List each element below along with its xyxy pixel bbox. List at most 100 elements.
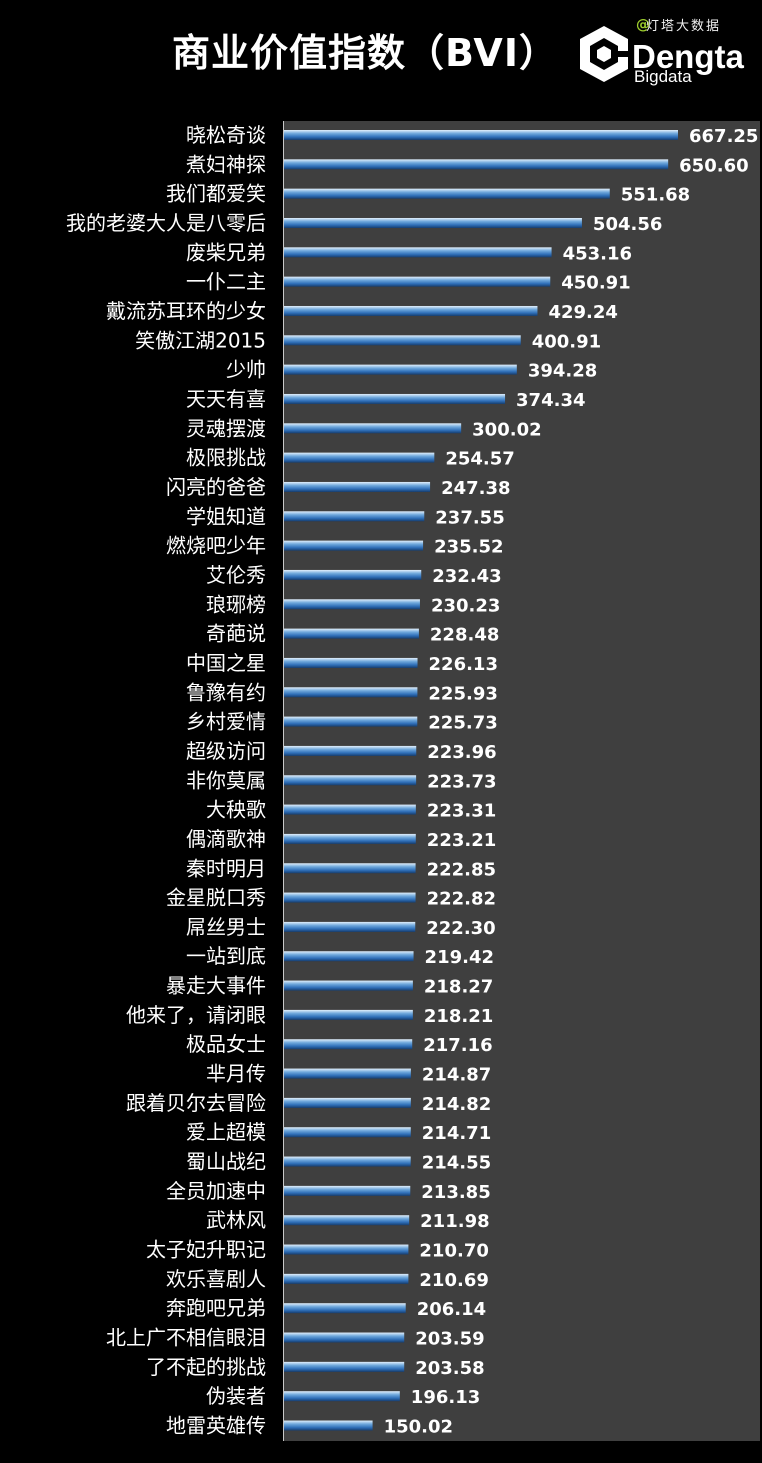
value-label: 206.14 [417, 1299, 486, 1320]
bar [284, 980, 413, 991]
value-labels-group: 667.25 650.60 551.68 504.56 453.16 450.91 429.… [384, 126, 759, 1438]
category-label: 了不起的挑战 [146, 1355, 266, 1379]
value-label: 223.73 [427, 771, 496, 792]
bar [284, 745, 417, 756]
bars-group [284, 130, 678, 1431]
category-label: 地雷英雄传 [166, 1414, 266, 1438]
bar [284, 364, 517, 375]
value-label: 300.02 [472, 419, 541, 440]
cube-logo-icon [580, 26, 628, 82]
category-label: 暴走大事件 [166, 974, 266, 998]
logo-subtitle: Bigdata [634, 67, 692, 86]
bar [284, 1361, 405, 1372]
bar [284, 1420, 373, 1431]
bar [284, 276, 551, 287]
category-label: 跟着贝尔去冒险 [126, 1091, 266, 1115]
bar [284, 188, 610, 199]
value-label: 223.31 [427, 801, 496, 822]
category-label: 学姐知道 [186, 504, 266, 528]
category-label: 中国之星 [186, 651, 266, 675]
bar [284, 599, 420, 610]
value-label: 222.82 [427, 889, 496, 910]
category-label: 极限挑战 [186, 446, 266, 470]
category-label: 全员加速中 [166, 1179, 266, 1203]
category-label: 少帅 [226, 358, 266, 382]
bar [284, 569, 422, 580]
value-label: 213.85 [421, 1182, 490, 1203]
bar [284, 1391, 400, 1402]
value-label: 650.60 [679, 155, 748, 176]
value-label: 219.42 [425, 947, 494, 968]
value-label: 232.43 [432, 566, 501, 587]
category-label: 废柴兄弟 [186, 240, 266, 264]
category-label: 欢乐喜剧人 [166, 1267, 266, 1291]
category-label: 琅琊榜 [206, 592, 266, 616]
bar [284, 130, 678, 140]
category-label: 戴流苏耳环的少女 [106, 299, 266, 323]
category-label: 一站到底 [186, 944, 266, 968]
bar [284, 1215, 410, 1226]
value-label: 254.57 [445, 449, 514, 470]
bar [284, 159, 669, 170]
bar [284, 1332, 405, 1343]
value-label: 230.23 [431, 595, 500, 616]
value-label: 210.70 [419, 1241, 488, 1262]
category-label: 极品女士 [186, 1032, 266, 1056]
dengta-logo: @ 灯塔大数据 Dengta Bigdata [574, 14, 760, 94]
category-label: 天天有喜 [186, 387, 266, 411]
logo-watermark: 灯塔大数据 [646, 19, 722, 34]
bar [284, 1303, 406, 1314]
value-label: 196.13 [411, 1387, 480, 1408]
logo-brand: Dengta [632, 38, 744, 75]
value-label: 214.87 [422, 1065, 491, 1086]
category-label: 奇葩说 [206, 622, 266, 646]
value-label: 247.38 [441, 478, 510, 499]
category-label: 一仆二主 [186, 270, 266, 294]
value-label: 450.91 [561, 273, 630, 294]
bar [284, 511, 425, 522]
category-label: 蜀山战纪 [186, 1150, 266, 1174]
value-label: 551.68 [621, 185, 690, 206]
bar [284, 921, 416, 932]
bar [284, 833, 416, 844]
value-label: 225.93 [428, 683, 497, 704]
category-label: 艾伦秀 [206, 563, 266, 587]
bar [284, 393, 506, 404]
category-label: 鲁豫有约 [186, 680, 266, 704]
bar [284, 892, 416, 903]
bar [284, 1009, 413, 1020]
bar [284, 775, 417, 786]
category-label: 芈月传 [206, 1062, 266, 1086]
category-label: 北上广不相信眼泪 [106, 1326, 266, 1350]
bar [284, 423, 462, 434]
category-labels-group: 晓松奇谈煮妇神探我们都爱笑我的老婆大人是八零后废柴兄弟一仆二主戴流苏耳环的少女笑… [66, 123, 266, 1438]
value-label: 400.91 [532, 331, 601, 352]
bar [284, 628, 419, 639]
value-label: 504.56 [593, 214, 662, 235]
category-label: 偶滴歌神 [186, 827, 266, 851]
category-axis-line [283, 121, 284, 1441]
category-label: 秦时明月 [186, 856, 266, 880]
value-label: 374.34 [516, 390, 585, 411]
value-label: 223.21 [427, 830, 496, 851]
value-label: 203.59 [415, 1329, 484, 1350]
category-label: 晓松奇谈 [186, 123, 266, 147]
category-label: 笑傲江湖2015 [135, 328, 266, 352]
category-label: 屌丝男士 [186, 915, 266, 939]
value-label: 237.55 [435, 507, 504, 528]
value-label: 203.58 [415, 1358, 484, 1379]
category-label: 奔跑吧兄弟 [166, 1296, 266, 1320]
bar [284, 657, 418, 668]
bar [284, 305, 538, 316]
category-label: 我的老婆大人是八零后 [66, 211, 266, 235]
category-label: 爱上超模 [186, 1120, 266, 1144]
category-label: 武林风 [206, 1208, 266, 1232]
category-label: 煮妇神探 [186, 152, 266, 176]
bar [284, 1185, 411, 1196]
category-label: 燃烧吧少年 [166, 534, 266, 558]
category-label: 我们都爱笑 [166, 182, 266, 206]
value-label: 211.98 [420, 1211, 489, 1232]
category-label: 大秧歌 [206, 798, 266, 822]
category-label: 太子妃升职记 [146, 1238, 266, 1262]
